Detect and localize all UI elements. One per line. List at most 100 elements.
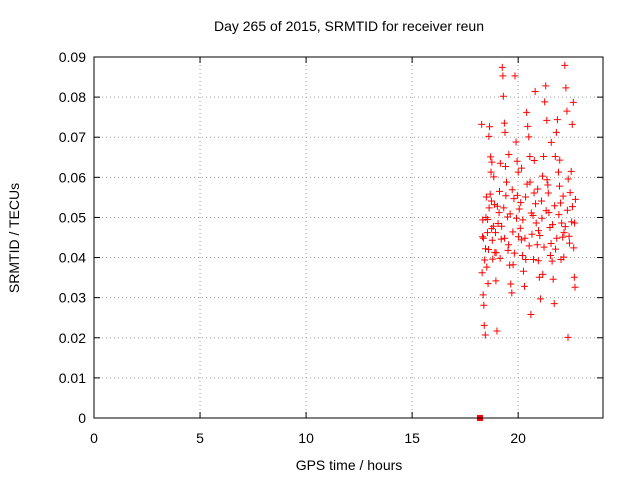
data-point (500, 119, 508, 127)
data-point (492, 277, 500, 285)
data-point (502, 192, 510, 200)
data-point (561, 223, 569, 231)
data-point (480, 321, 488, 329)
data-point (536, 295, 544, 303)
data-point (503, 178, 511, 186)
data-point (571, 283, 579, 291)
x-tick-label: 20 (510, 430, 526, 446)
data-point (540, 243, 548, 251)
data-point (529, 256, 537, 264)
data-point (515, 205, 523, 213)
y-axis-label: SRMTID / TECUs (6, 183, 22, 293)
ticks-layer: 0 0.01 0.02 0.03 0.04 0.05 0.06 0.07 0.08 0.09 0 5 1… (59, 49, 603, 446)
data-point (478, 120, 486, 128)
data-point (542, 82, 550, 90)
data-point (537, 197, 545, 205)
data-point (549, 221, 557, 229)
x-tick-label: 10 (298, 430, 314, 446)
data-point (485, 132, 493, 140)
data-point (481, 331, 489, 339)
data-point (486, 190, 494, 198)
data-point (505, 241, 513, 249)
data-point (542, 207, 550, 215)
data-point (551, 202, 559, 210)
data-point (556, 156, 564, 164)
data-point (541, 98, 549, 106)
data-point (524, 122, 532, 130)
data-point (539, 172, 547, 180)
data-point (479, 291, 487, 299)
data-point (561, 61, 569, 69)
data-point (568, 203, 576, 211)
data-point (566, 189, 574, 197)
data-point (488, 158, 496, 166)
x-tick-label: 15 (404, 430, 420, 446)
data-point (491, 229, 499, 237)
data-point (549, 275, 557, 283)
data-point (522, 256, 530, 264)
data-point (570, 273, 578, 281)
data-point (507, 280, 515, 288)
points-layer (476, 61, 579, 421)
data-point (505, 150, 513, 158)
data-point (496, 159, 504, 167)
data-point (486, 123, 494, 131)
data-point (501, 128, 509, 136)
data-point (501, 163, 509, 171)
data-point (552, 128, 560, 136)
y-tick-label: 0.01 (59, 370, 86, 386)
data-point (569, 98, 577, 106)
data-point (536, 231, 544, 239)
data-point (534, 185, 542, 193)
data-point (568, 120, 576, 128)
data-point (519, 216, 527, 224)
data-point (527, 209, 535, 217)
data-point (490, 201, 498, 209)
data-point (494, 219, 502, 227)
data-point (557, 199, 565, 207)
data-point (513, 191, 521, 199)
data-point (544, 181, 552, 189)
data-point (540, 152, 548, 160)
data-point (530, 156, 538, 164)
y-tick-label: 0.03 (59, 290, 86, 306)
y-tick-label: 0.02 (59, 330, 86, 346)
data-point (559, 192, 567, 200)
data-point (555, 211, 563, 219)
data-point (487, 168, 495, 176)
y-tick-label: 0.05 (59, 209, 86, 225)
data-point (510, 195, 518, 203)
data-point (511, 72, 519, 80)
data-point (557, 256, 565, 264)
data-point (489, 222, 497, 230)
data-point (484, 215, 492, 223)
data-point (526, 152, 534, 160)
data-point (547, 138, 555, 146)
data-point (568, 218, 576, 226)
data-point (523, 108, 531, 116)
data-point (522, 193, 530, 201)
data-point (498, 63, 506, 71)
data-point (567, 167, 575, 175)
y-tick-label: 0 (78, 410, 86, 426)
data-point (535, 227, 543, 235)
chart-title: Day 265 of 2015, SRMTID for receiver reu… (214, 18, 484, 34)
data-point (498, 222, 506, 230)
data-point (571, 195, 579, 203)
data-point (479, 233, 487, 241)
data-point (564, 333, 572, 341)
data-point (571, 219, 579, 227)
data-point (565, 232, 573, 240)
data-point (482, 193, 490, 201)
data-point (532, 219, 540, 227)
data-point (563, 206, 571, 214)
data-point (488, 236, 496, 244)
data-point (514, 168, 522, 176)
x-tick-label: 0 (90, 430, 98, 446)
data-point (483, 229, 491, 237)
data-point (489, 255, 497, 263)
data-point (516, 224, 524, 232)
data-point (527, 311, 535, 319)
data-point (548, 257, 556, 265)
data-point (518, 164, 526, 172)
